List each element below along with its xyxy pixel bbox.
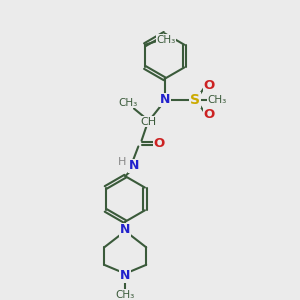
Text: CH₃: CH₃	[118, 98, 138, 108]
Text: O: O	[203, 108, 214, 121]
Text: O: O	[154, 137, 165, 150]
Text: O: O	[203, 79, 214, 92]
Text: CH₃: CH₃	[156, 35, 176, 45]
Text: N: N	[120, 269, 130, 282]
Text: CH₃: CH₃	[207, 95, 227, 105]
Text: N: N	[120, 223, 130, 236]
Text: S: S	[190, 93, 200, 107]
Text: CH: CH	[140, 117, 157, 127]
Text: N: N	[159, 93, 170, 106]
Text: CH₃: CH₃	[116, 290, 135, 300]
Text: N: N	[129, 160, 139, 172]
Text: H: H	[118, 158, 127, 167]
